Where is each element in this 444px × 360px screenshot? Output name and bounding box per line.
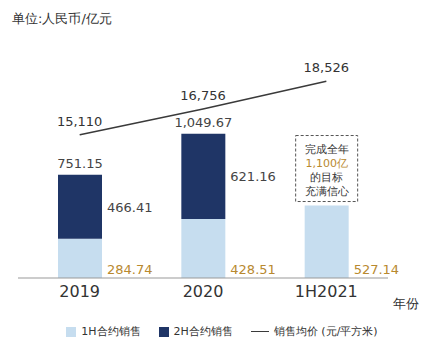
html-text:销售均价 (元/平方米): 销售均价 (元/平方米) xyxy=(273,325,378,338)
svg-text:充满信心: 充满信心 xyxy=(305,185,349,198)
html-text:1H合约销售: 1H合约销售 xyxy=(81,325,141,338)
html-text:2H合约销售: 2H合约销售 xyxy=(173,325,233,338)
svg-text:1,100亿: 1,100亿 xyxy=(305,157,348,170)
svg-text:1,049.67: 1,049.67 xyxy=(174,115,232,130)
svg-text:751.15: 751.15 xyxy=(57,156,103,171)
svg-text:2019: 2019 xyxy=(59,282,100,301)
svg-text:年份: 年份 xyxy=(393,296,419,311)
svg-text:621.16: 621.16 xyxy=(230,169,275,184)
html-text:单位:人民币/亿元: 单位:人民币/亿元 xyxy=(12,11,112,26)
svg-text:284.74: 284.74 xyxy=(107,262,153,277)
svg-text:15,110: 15,110 xyxy=(57,114,103,129)
svg-text:527.14: 527.14 xyxy=(354,262,400,277)
svg-text:2020: 2020 xyxy=(183,282,224,301)
svg-text:428.51: 428.51 xyxy=(230,262,275,277)
svg-text:18,526: 18,526 xyxy=(304,60,350,75)
svg-text:的目标: 的目标 xyxy=(310,171,343,184)
svg-text:16,756: 16,756 xyxy=(180,88,226,103)
svg-text:1H2021: 1H2021 xyxy=(295,282,358,301)
svg-text:完成全年: 完成全年 xyxy=(305,143,349,156)
svg-text:466.41: 466.41 xyxy=(107,200,153,215)
